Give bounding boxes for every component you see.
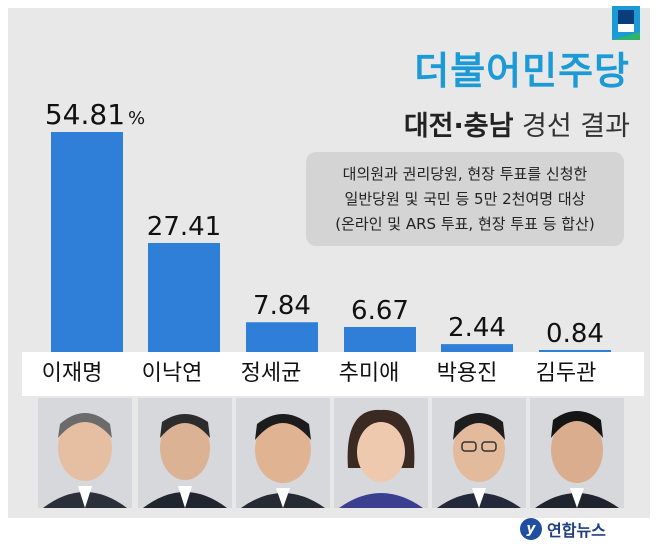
source-credit: y 연합뉴스 xyxy=(520,515,606,543)
party-name: 더불어민주당 xyxy=(414,49,630,93)
candidate-photo-2 xyxy=(138,398,232,508)
candidate-name-6: 김두관 xyxy=(535,361,597,386)
candidate-name-1: 이재명 xyxy=(41,361,103,386)
candidate-name-5: 박용진 xyxy=(436,361,498,386)
value-label-5: 2.44 xyxy=(448,313,506,343)
note-line-3: (온라인 및 ARS 투표, 현장 투표 등 합산) xyxy=(335,215,595,233)
candidate-photo-1 xyxy=(38,398,132,508)
bar-4 xyxy=(344,326,416,354)
candidate-photo-4 xyxy=(334,398,428,508)
result-label: 경선 결과 xyxy=(522,111,630,142)
region-label: 대전·충남 xyxy=(403,111,514,142)
candidate-name-4: 추미애 xyxy=(338,361,400,386)
source-label: 연합뉴스 xyxy=(547,521,606,540)
value-label-1: 54.81% xyxy=(45,98,145,131)
candidate-name-3: 정세균 xyxy=(240,361,302,386)
bar-2 xyxy=(148,242,220,354)
note-line-1: 대의원과 권리당원, 현장 투표를 신청한 xyxy=(342,165,588,183)
survey-note: 대의원과 권리당원, 현장 투표를 신청한 일반당원 및 국민 등 5만 2천여… xyxy=(306,152,624,246)
candidate-photo-3 xyxy=(236,398,330,508)
value-label-4: 6.67 xyxy=(351,296,409,326)
candidate-photo-5 xyxy=(432,398,526,508)
bar-5 xyxy=(441,344,513,354)
value-unit: % xyxy=(128,108,145,129)
value-label-2: 27.41 xyxy=(147,212,221,242)
subtitle: 대전·충남 경선 결과 xyxy=(340,104,630,143)
bar-3 xyxy=(246,322,318,354)
value-label-3: 7.84 xyxy=(253,291,311,321)
candidate-name-row: 이재명 이낙연 정세균 추미애 박용진 김두관 xyxy=(22,352,644,396)
candidate-name-2: 이낙연 xyxy=(141,361,203,386)
value-label-6: 0.84 xyxy=(546,319,604,349)
party-logo-icon xyxy=(612,6,640,40)
note-line-2: 일반당원 및 국민 등 5만 2천여명 대상 xyxy=(344,190,586,208)
bar-1 xyxy=(51,132,123,354)
candidate-photo-6 xyxy=(530,398,624,508)
yonhap-logo-icon: y xyxy=(520,518,542,540)
